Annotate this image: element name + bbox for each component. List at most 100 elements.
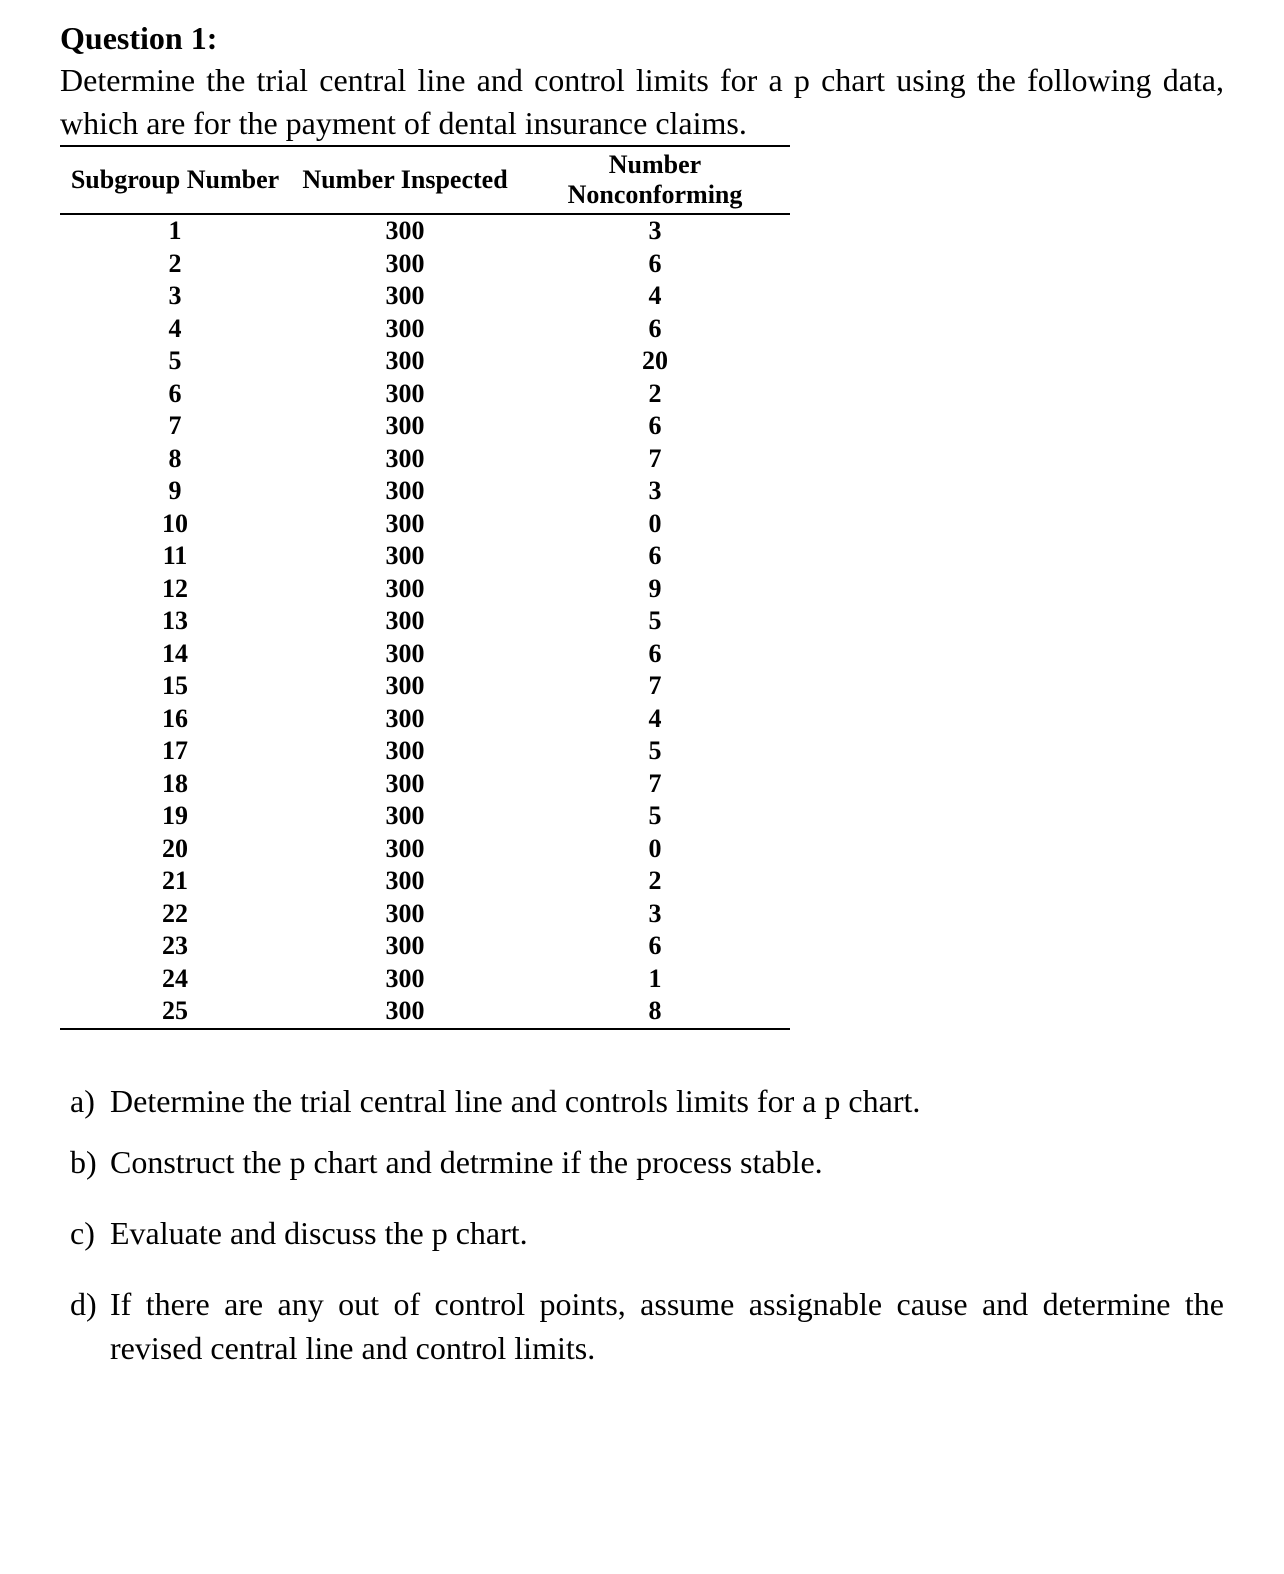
table-cell: 5 bbox=[520, 735, 790, 768]
table-cell: 300 bbox=[290, 670, 520, 703]
table-row: 253008 bbox=[60, 995, 790, 1029]
table-cell: 6 bbox=[520, 410, 790, 443]
table-cell: 20 bbox=[60, 833, 290, 866]
sub-question-a: a) Determine the trial central line and … bbox=[60, 1080, 1224, 1123]
table-cell: 300 bbox=[290, 703, 520, 736]
table-cell: 19 bbox=[60, 800, 290, 833]
table-cell: 2 bbox=[60, 248, 290, 281]
sub-question-d: d) If there are any out of control point… bbox=[60, 1283, 1224, 1369]
table-cell: 300 bbox=[290, 345, 520, 378]
table-cell: 300 bbox=[290, 248, 520, 281]
table-cell: 5 bbox=[520, 605, 790, 638]
table-cell: 300 bbox=[290, 930, 520, 963]
table-cell: 6 bbox=[520, 930, 790, 963]
sub-question-b: b) Construct the p chart and detrmine if… bbox=[60, 1141, 1224, 1184]
table-cell: 8 bbox=[520, 995, 790, 1029]
table-row: 143006 bbox=[60, 638, 790, 671]
table-row: 23006 bbox=[60, 248, 790, 281]
sub-question-text: If there are any out of control points, … bbox=[110, 1283, 1224, 1369]
table-row: 223003 bbox=[60, 898, 790, 931]
table-cell: 300 bbox=[290, 508, 520, 541]
table-cell: 0 bbox=[520, 508, 790, 541]
table-cell: 300 bbox=[290, 735, 520, 768]
sub-question-letter: d) bbox=[60, 1283, 110, 1369]
table-cell: 300 bbox=[290, 963, 520, 996]
table-cell: 3 bbox=[520, 475, 790, 508]
table-cell: 6 bbox=[520, 248, 790, 281]
table-cell: 12 bbox=[60, 573, 290, 606]
table-row: 103000 bbox=[60, 508, 790, 541]
column-header-subgroup: Subgroup Number bbox=[60, 146, 290, 214]
table-cell: 10 bbox=[60, 508, 290, 541]
table-cell: 21 bbox=[60, 865, 290, 898]
table-header-row: Subgroup Number Number Inspected Number … bbox=[60, 146, 790, 214]
column-header-nonconforming: Number Nonconforming bbox=[520, 146, 790, 214]
table-cell: 6 bbox=[60, 378, 290, 411]
sub-question-letter: a) bbox=[60, 1080, 110, 1123]
sub-question-letter: b) bbox=[60, 1141, 110, 1184]
table-cell: 3 bbox=[60, 280, 290, 313]
table-row: 43006 bbox=[60, 313, 790, 346]
table-cell: 0 bbox=[520, 833, 790, 866]
table-cell: 17 bbox=[60, 735, 290, 768]
sub-question-text: Determine the trial central line and con… bbox=[110, 1080, 1224, 1123]
table-cell: 22 bbox=[60, 898, 290, 931]
table-row: 83007 bbox=[60, 443, 790, 476]
table-cell: 4 bbox=[520, 280, 790, 313]
table-cell: 300 bbox=[290, 638, 520, 671]
table-cell: 11 bbox=[60, 540, 290, 573]
table-cell: 300 bbox=[290, 865, 520, 898]
table-cell: 300 bbox=[290, 313, 520, 346]
table-row: 173005 bbox=[60, 735, 790, 768]
table-row: 133005 bbox=[60, 605, 790, 638]
table-cell: 2 bbox=[520, 378, 790, 411]
table-cell: 7 bbox=[520, 670, 790, 703]
table-cell: 15 bbox=[60, 670, 290, 703]
table-cell: 13 bbox=[60, 605, 290, 638]
table-cell: 9 bbox=[60, 475, 290, 508]
table-row: 33004 bbox=[60, 280, 790, 313]
table-cell: 4 bbox=[60, 313, 290, 346]
table-row: 213002 bbox=[60, 865, 790, 898]
table-cell: 300 bbox=[290, 768, 520, 801]
table-cell: 8 bbox=[60, 443, 290, 476]
table-cell: 300 bbox=[290, 833, 520, 866]
table-cell: 20 bbox=[520, 345, 790, 378]
data-table: Subgroup Number Number Inspected Number … bbox=[60, 145, 790, 1030]
table-cell: 2 bbox=[520, 865, 790, 898]
table-cell: 300 bbox=[290, 995, 520, 1029]
table-cell: 5 bbox=[520, 800, 790, 833]
table-cell: 300 bbox=[290, 475, 520, 508]
table-cell: 300 bbox=[290, 605, 520, 638]
table-row: 233006 bbox=[60, 930, 790, 963]
sub-question-text: Evaluate and discuss the p chart. bbox=[110, 1212, 1224, 1255]
table-cell: 24 bbox=[60, 963, 290, 996]
table-cell: 4 bbox=[520, 703, 790, 736]
table-cell: 14 bbox=[60, 638, 290, 671]
table-cell: 7 bbox=[520, 768, 790, 801]
column-header-inspected: Number Inspected bbox=[290, 146, 520, 214]
table-row: 203000 bbox=[60, 833, 790, 866]
table-cell: 300 bbox=[290, 443, 520, 476]
question-intro: Determine the trial central line and con… bbox=[60, 59, 1224, 145]
table-cell: 300 bbox=[290, 214, 520, 248]
question-title: Question 1: bbox=[60, 20, 1224, 57]
table-cell: 300 bbox=[290, 800, 520, 833]
table-cell: 5 bbox=[60, 345, 290, 378]
table-cell: 25 bbox=[60, 995, 290, 1029]
table-cell: 7 bbox=[60, 410, 290, 443]
table-row: 113006 bbox=[60, 540, 790, 573]
sub-questions: a) Determine the trial central line and … bbox=[60, 1080, 1224, 1370]
sub-question-c: c) Evaluate and discuss the p chart. bbox=[60, 1212, 1224, 1255]
sub-question-text: Construct the p chart and detrmine if th… bbox=[110, 1141, 1224, 1184]
table-row: 183007 bbox=[60, 768, 790, 801]
table-row: 530020 bbox=[60, 345, 790, 378]
table-row: 163004 bbox=[60, 703, 790, 736]
table-row: 73006 bbox=[60, 410, 790, 443]
table-cell: 300 bbox=[290, 573, 520, 606]
table-cell: 300 bbox=[290, 540, 520, 573]
table-row: 123009 bbox=[60, 573, 790, 606]
table-cell: 1 bbox=[520, 963, 790, 996]
table-cell: 300 bbox=[290, 280, 520, 313]
table-row: 13003 bbox=[60, 214, 790, 248]
